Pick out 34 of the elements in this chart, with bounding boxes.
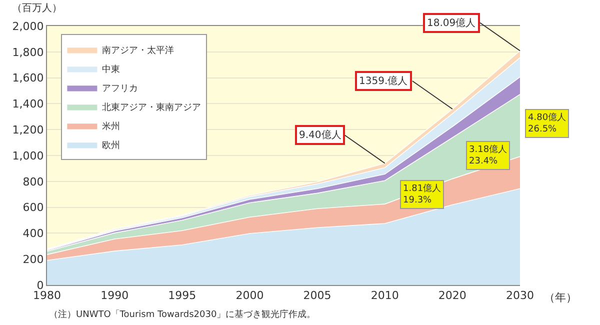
annotation: 3.18億人 23.4% [469, 144, 508, 167]
x-tick-label: 1980 [33, 289, 61, 302]
legend-label: アフリカ [102, 84, 138, 94]
legend-label: 中東 [102, 64, 120, 75]
x-tick-label: 2000 [236, 289, 264, 302]
x-tick-label: 1990 [100, 289, 129, 302]
y-tick-label: 200 [22, 252, 44, 266]
x-tick-label: 2005 [303, 289, 332, 302]
y-tick-label: 1,600 [12, 72, 44, 85]
x-tick-label: 2020 [438, 289, 466, 302]
legend-label: 欧州 [102, 140, 120, 151]
y-axis-title: （百万人） [12, 3, 62, 14]
legend-label: 北東アジア・東南アジア [102, 102, 202, 113]
annotation: 18.09億人 [427, 17, 476, 29]
y-tick-label: 600 [22, 201, 44, 214]
y-tick-label: 2,000 [12, 20, 44, 33]
annotation: 9.40億人 [299, 129, 342, 141]
x-axis-title: （年） [544, 291, 577, 304]
x-tick-label: 1995 [168, 289, 196, 302]
legend-label: 南アジア・太平洋 [102, 44, 174, 56]
legend-label: 米州 [102, 120, 120, 132]
y-tick-label: 1,400 [12, 98, 44, 111]
y-tick-label: 0 [36, 278, 44, 292]
annotation: 1.81億人 19.3% [403, 183, 442, 206]
y-tick-label: 400 [22, 227, 44, 240]
text: （注）UNWTO「Tourism Towards2030」に基づき観光庁作成。 [49, 309, 316, 320]
y-tick-label: 1,200 [12, 123, 44, 136]
y-tick-label: 1,000 [12, 149, 44, 162]
y-tick-label: 1,800 [12, 46, 44, 59]
y-tick-label: 800 [22, 175, 44, 188]
x-tick-label: 2030 [506, 289, 534, 302]
text: 4.80億人 26.5% [528, 112, 566, 135]
x-tick-label: 2010 [370, 289, 399, 302]
annotation: 1359.億人 [359, 75, 408, 87]
